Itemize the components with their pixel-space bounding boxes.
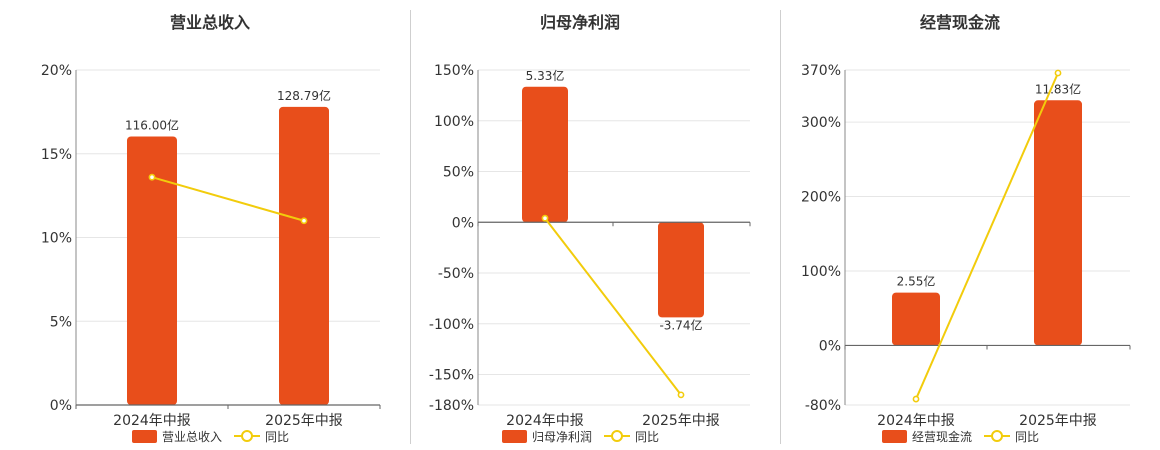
yoy-point <box>300 217 308 225</box>
legend-bar-label: 营业总收入 <box>162 430 222 444</box>
x-tick-label: 2025年中报 <box>1019 413 1097 429</box>
legend-line-label: 同比 <box>1015 430 1039 444</box>
y-tick-label: 370% <box>801 63 841 79</box>
chart-cash-flow: 经营现金流 370% 300% 200% 100% 0% -80% 2.55亿 11.83亿 20… <box>801 13 1131 444</box>
yoy-point <box>541 214 549 222</box>
bar <box>892 292 940 346</box>
legend-bar-label: 归母净利润 <box>532 430 592 444</box>
yoy-point <box>677 391 685 399</box>
y-tick-label: 0% <box>50 398 72 414</box>
legend-line-label: 同比 <box>265 430 289 444</box>
legend-line-label: 同比 <box>635 430 659 444</box>
y-tick-label: 10% <box>41 231 72 247</box>
data-label: 11.83亿 <box>1035 81 1081 96</box>
data-label: 116.00亿 <box>125 117 179 132</box>
bar <box>127 136 177 405</box>
legend-bar-label: 经营现金流 <box>912 429 972 444</box>
y-tick-label: 100% <box>801 264 841 280</box>
x-tick-label: 2024年中报 <box>113 413 191 429</box>
data-label: 128.79亿 <box>277 88 331 103</box>
y-tick-label: 50% <box>443 165 474 181</box>
y-tick-label: 300% <box>801 115 841 131</box>
chart-net-profit: 归母净利润 150% 100% 50% 0% -50% -100% -150% -180% 5.3… <box>429 13 751 444</box>
legend-line-marker <box>991 430 1003 442</box>
panel-divider <box>410 10 411 444</box>
y-tick-label: -150% <box>429 368 474 384</box>
y-tick-label: -180% <box>429 398 474 414</box>
chart-title: 营业总收入 <box>170 13 250 32</box>
bar <box>522 86 568 223</box>
yoy-line <box>151 176 305 222</box>
chart-panel-net-profit: 归母净利润 150% 100% 50% 0% -50% -100% -150% -180% 5.3… <box>410 0 780 450</box>
y-tick-label: 100% <box>434 114 474 130</box>
bar <box>658 222 704 318</box>
panel-divider <box>780 10 781 444</box>
bar <box>279 106 329 405</box>
yoy-point <box>1054 69 1062 77</box>
x-tick-label: 2024年中报 <box>506 413 584 429</box>
legend-line-marker <box>241 430 253 442</box>
y-tick-label: -50% <box>438 266 474 282</box>
x-tick-label: 2025年中报 <box>642 413 720 429</box>
chart-revenue: 营业总收入 20% 15% 10% 5% 0% 116.00亿 128.79亿 2024年中报 2… <box>41 13 381 444</box>
yoy-line <box>915 72 1059 400</box>
legend-line-marker <box>611 430 623 442</box>
y-tick-label: 20% <box>41 63 72 79</box>
chart-title: 归母净利润 <box>540 13 620 32</box>
y-tick-label: 5% <box>50 314 72 330</box>
y-tick-label: 0% <box>819 338 841 354</box>
y-tick-label: -80% <box>805 398 841 414</box>
y-tick-label: -100% <box>429 317 474 333</box>
y-tick-label: 0% <box>452 215 474 231</box>
data-label: 5.33亿 <box>526 68 565 83</box>
yoy-point <box>912 395 920 403</box>
chart-panel-cash-flow: 经营现金流 370% 300% 200% 100% 0% -80% 2.55亿 11.83亿 20… <box>780 0 1160 450</box>
chart-title: 经营现金流 <box>920 13 1000 32</box>
data-label: -3.74亿 <box>659 317 702 332</box>
bar <box>1034 100 1082 346</box>
chart-panel-revenue: 营业总收入 20% 15% 10% 5% 0% 116.00亿 128.79亿 2024年中报 2… <box>0 0 400 450</box>
y-tick-label: 150% <box>434 63 474 79</box>
x-tick-label: 2024年中报 <box>877 413 955 429</box>
legend-bar-swatch <box>502 430 527 443</box>
yoy-point <box>148 173 156 181</box>
data-label: 2.55亿 <box>897 274 936 289</box>
legend-bar-swatch <box>882 430 907 443</box>
y-tick-label: 15% <box>41 147 72 163</box>
x-tick-label: 2025年中报 <box>265 413 343 429</box>
y-tick-label: 200% <box>801 190 841 206</box>
yoy-line <box>544 217 682 396</box>
legend-bar-swatch <box>132 430 157 443</box>
